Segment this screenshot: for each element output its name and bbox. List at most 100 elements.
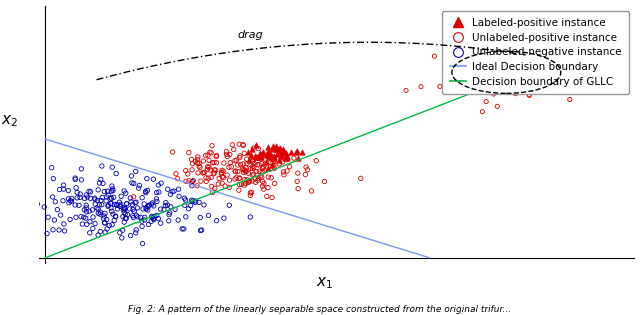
Point xyxy=(500,78,511,83)
Point xyxy=(246,166,256,171)
Point xyxy=(502,55,513,60)
Point xyxy=(88,215,98,220)
Point xyxy=(97,202,107,207)
Point xyxy=(257,161,267,166)
Point xyxy=(532,71,542,76)
Point xyxy=(508,60,518,65)
Point xyxy=(198,170,208,175)
Point xyxy=(267,162,277,167)
Point xyxy=(95,212,105,217)
Point xyxy=(485,61,495,66)
Point xyxy=(271,143,281,148)
Point xyxy=(196,179,206,184)
Point xyxy=(526,73,536,78)
Point xyxy=(195,165,205,170)
Point xyxy=(171,171,181,176)
Point xyxy=(506,39,516,44)
Point xyxy=(77,221,88,226)
Point xyxy=(222,173,232,178)
Point xyxy=(528,44,538,49)
Point xyxy=(146,219,156,224)
Point xyxy=(122,212,132,217)
Point xyxy=(460,65,470,70)
Point xyxy=(245,215,255,220)
Point xyxy=(273,146,284,151)
Point xyxy=(198,170,208,175)
Point xyxy=(481,71,492,76)
Point xyxy=(292,179,302,184)
Point xyxy=(251,155,261,160)
Point xyxy=(255,151,265,156)
Point xyxy=(99,189,109,194)
Point xyxy=(285,164,295,169)
Point xyxy=(248,173,258,178)
Point xyxy=(520,62,531,67)
Point xyxy=(216,171,227,176)
Point xyxy=(148,177,159,182)
Point xyxy=(500,57,510,62)
Point xyxy=(297,149,307,154)
Point xyxy=(236,162,246,167)
Point xyxy=(147,200,157,205)
Point xyxy=(277,159,287,164)
Point xyxy=(127,180,137,186)
Point xyxy=(267,161,277,166)
Point xyxy=(179,196,189,201)
Point xyxy=(142,188,152,193)
Point xyxy=(477,109,488,114)
Point xyxy=(120,212,131,217)
Point xyxy=(478,85,488,90)
Point xyxy=(518,76,528,81)
Point xyxy=(238,143,248,148)
Point xyxy=(156,180,166,186)
Point xyxy=(190,200,200,205)
Point xyxy=(493,61,503,66)
Point xyxy=(222,154,232,159)
Point xyxy=(152,190,162,195)
Point xyxy=(102,189,113,194)
Point xyxy=(574,58,584,63)
Point xyxy=(97,163,107,169)
Point xyxy=(456,70,466,75)
Point xyxy=(100,220,110,226)
Point xyxy=(274,146,284,152)
Point xyxy=(289,156,299,161)
Point xyxy=(195,228,205,233)
Point xyxy=(76,166,86,171)
Point xyxy=(70,203,80,208)
Point xyxy=(119,210,129,215)
Point xyxy=(193,154,203,159)
Point xyxy=(111,171,121,176)
Point xyxy=(103,204,113,209)
Point xyxy=(257,184,268,189)
Point xyxy=(95,229,106,234)
Point xyxy=(210,186,220,191)
Point xyxy=(233,169,243,174)
Point xyxy=(167,189,177,194)
Point xyxy=(550,66,561,71)
Point xyxy=(81,216,91,221)
Point xyxy=(58,183,68,188)
Point xyxy=(90,197,100,202)
Point xyxy=(207,143,217,148)
Point xyxy=(212,218,222,223)
Point xyxy=(122,201,132,206)
Point xyxy=(266,175,276,180)
Point xyxy=(245,193,255,198)
Point xyxy=(486,79,497,84)
Point xyxy=(541,78,552,83)
Point xyxy=(228,147,239,152)
Point xyxy=(217,174,227,179)
Point xyxy=(225,178,235,183)
Point xyxy=(490,80,500,85)
Point xyxy=(254,169,264,174)
Point xyxy=(279,172,289,177)
Point xyxy=(239,168,250,173)
Point xyxy=(141,190,151,195)
Point xyxy=(134,186,144,191)
Point xyxy=(126,174,136,179)
Point xyxy=(48,227,58,232)
Point xyxy=(232,163,243,168)
Point xyxy=(58,186,68,192)
Point xyxy=(263,166,273,171)
